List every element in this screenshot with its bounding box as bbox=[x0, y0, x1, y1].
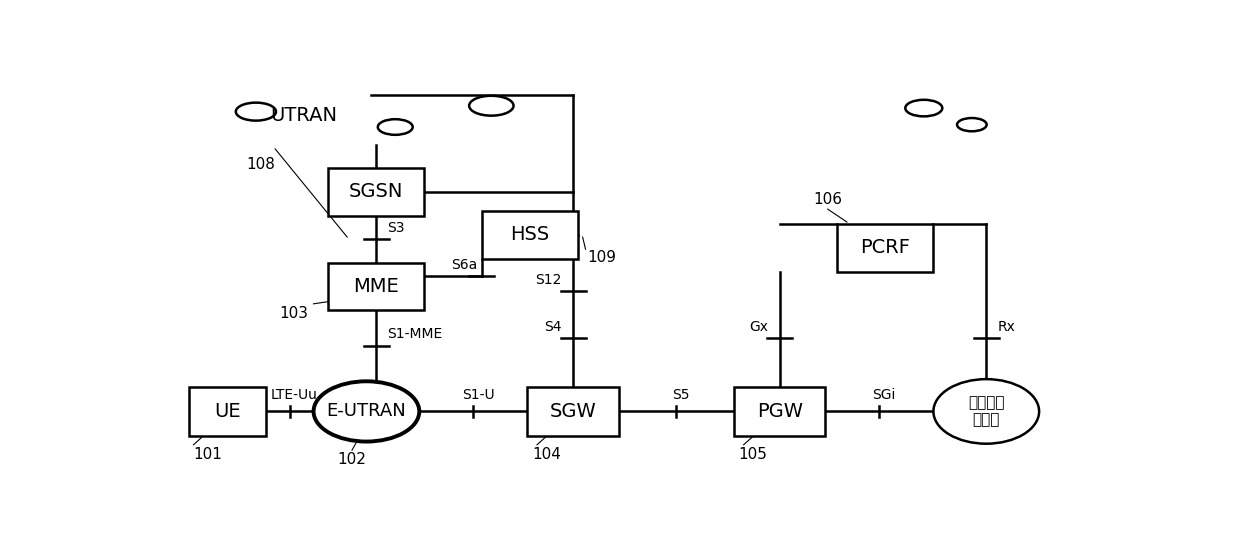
Text: SGW: SGW bbox=[549, 402, 596, 421]
Text: S6a: S6a bbox=[450, 258, 477, 272]
Text: 104: 104 bbox=[532, 447, 560, 462]
Text: SGSN: SGSN bbox=[348, 182, 403, 201]
FancyBboxPatch shape bbox=[188, 387, 265, 436]
Text: PGW: PGW bbox=[756, 402, 802, 421]
Text: 109: 109 bbox=[588, 250, 616, 265]
Circle shape bbox=[905, 100, 942, 116]
Text: 102: 102 bbox=[337, 452, 367, 467]
Ellipse shape bbox=[314, 381, 419, 442]
Text: UE: UE bbox=[213, 402, 241, 421]
FancyBboxPatch shape bbox=[327, 168, 424, 216]
Text: S3: S3 bbox=[388, 221, 405, 235]
Text: S12: S12 bbox=[536, 273, 562, 287]
FancyBboxPatch shape bbox=[837, 224, 934, 272]
Text: S4: S4 bbox=[544, 320, 562, 334]
FancyBboxPatch shape bbox=[327, 263, 424, 310]
FancyBboxPatch shape bbox=[481, 211, 578, 259]
Text: UTRAN: UTRAN bbox=[270, 106, 337, 125]
Text: 108: 108 bbox=[247, 158, 275, 173]
Text: E-UTRAN: E-UTRAN bbox=[326, 402, 407, 420]
Text: SGi: SGi bbox=[873, 388, 895, 402]
Text: MME: MME bbox=[353, 277, 399, 296]
Circle shape bbox=[1148, 109, 1180, 124]
Ellipse shape bbox=[934, 379, 1039, 444]
Text: S1-U: S1-U bbox=[461, 388, 495, 402]
Text: S1-MME: S1-MME bbox=[388, 328, 443, 342]
Text: 106: 106 bbox=[813, 192, 842, 207]
Circle shape bbox=[378, 119, 413, 135]
Circle shape bbox=[236, 103, 277, 121]
Circle shape bbox=[957, 118, 987, 131]
Text: LTE-Uu: LTE-Uu bbox=[270, 388, 317, 402]
Text: PCRF: PCRF bbox=[861, 238, 910, 257]
Text: S5: S5 bbox=[672, 388, 689, 402]
Text: 101: 101 bbox=[193, 447, 222, 462]
Text: Gx: Gx bbox=[749, 320, 768, 334]
Text: 运营商服
务网络: 运营商服 务网络 bbox=[968, 395, 1004, 428]
Text: Rx: Rx bbox=[998, 320, 1016, 334]
FancyBboxPatch shape bbox=[527, 387, 619, 436]
FancyBboxPatch shape bbox=[734, 387, 826, 436]
Text: 105: 105 bbox=[739, 447, 768, 462]
Circle shape bbox=[469, 96, 513, 116]
Text: 103: 103 bbox=[280, 306, 309, 321]
Text: HSS: HSS bbox=[510, 225, 549, 244]
